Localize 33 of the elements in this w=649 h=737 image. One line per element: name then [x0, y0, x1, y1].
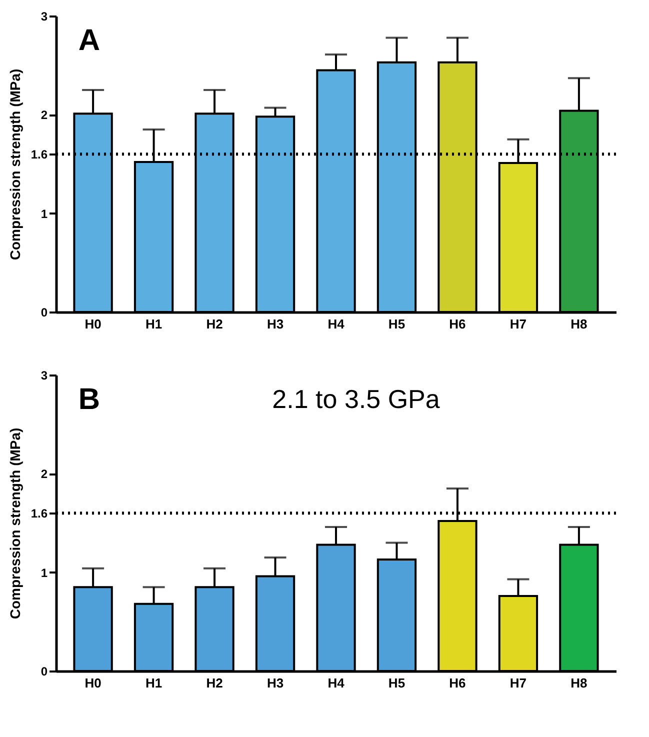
x-tick-label: H8	[570, 316, 588, 332]
y-tick-label: 3	[40, 368, 48, 382]
x-tick-label: H5	[388, 316, 406, 332]
y-tick-label: 1	[40, 566, 48, 580]
x-tick-label: H0	[84, 676, 102, 690]
x-tick-label: H4	[328, 676, 346, 690]
y-tick-label: 0	[40, 664, 48, 678]
x-tick-label: H3	[266, 676, 284, 690]
x-tick-label: H8	[570, 676, 588, 690]
y-tick-label: 1.6	[30, 506, 48, 521]
x-tick-label: H7	[510, 676, 527, 690]
x-tick-label: H1	[145, 316, 162, 332]
chart-title: A	[78, 24, 100, 57]
x-tick-label: H2	[206, 676, 223, 690]
x-tick-label: H5	[388, 676, 406, 690]
x-tick-label: H6	[449, 676, 466, 690]
x-tick-label: H1	[145, 676, 162, 690]
chart-title: B	[78, 383, 100, 416]
y-axis-title: Compression strength (MPa)	[6, 68, 23, 260]
x-tick-label: H6	[449, 316, 466, 332]
y-tick-label: 2	[40, 467, 48, 482]
x-tick-label: H2	[206, 316, 223, 332]
y-tick-label: 0	[40, 306, 48, 320]
y-tick-label: 1	[40, 206, 48, 221]
y-tick-label: 3	[40, 10, 48, 24]
y-axis-title: Compression strength (MPa)	[6, 428, 23, 620]
x-tick-label: H3	[266, 316, 284, 332]
x-tick-label: H0	[84, 316, 102, 332]
x-tick-label: H7	[510, 316, 527, 332]
y-tick-label: 1.6	[30, 148, 48, 162]
y-tick-label: 2	[40, 108, 48, 122]
x-tick-label: H4	[328, 316, 346, 332]
annotation: 2.1 to 3.5 GPa	[272, 384, 440, 414]
